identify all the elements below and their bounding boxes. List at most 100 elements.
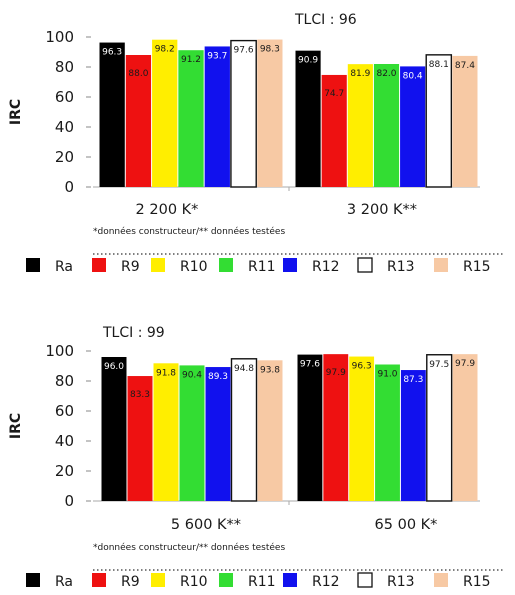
- bar-ra-0: [99, 42, 125, 187]
- data-label: 96.0: [104, 362, 124, 372]
- bar-r10-0: [153, 363, 179, 501]
- bar-r12-1: [400, 370, 426, 501]
- data-label: 91.0: [377, 370, 397, 380]
- legend-label: R13: [387, 259, 415, 275]
- data-label: 97.5: [429, 360, 449, 370]
- legend-label: R9: [121, 574, 140, 590]
- y-tick-label: 80: [55, 58, 74, 76]
- bar-r9-1: [321, 74, 347, 187]
- y-tick-label: 100: [45, 342, 74, 360]
- data-label: 88.0: [128, 69, 148, 79]
- bar-r13-1: [425, 54, 453, 188]
- y-tick-label: 0: [64, 178, 74, 196]
- data-label: 98.3: [260, 45, 280, 55]
- bars: 96.0 83.3 91.8 90.4 89.3 94.8 93.8 97.6 97.9 96.3…: [101, 354, 478, 502]
- legend-swatch-r13: [357, 257, 373, 273]
- data-label: 91.8: [156, 368, 176, 378]
- legend-swatch-r9: [92, 258, 106, 272]
- data-label: 97.6: [300, 360, 320, 370]
- y-tick-label: 20: [55, 462, 74, 480]
- legend-label: R10: [180, 574, 208, 590]
- bar-r10-0: [152, 39, 178, 188]
- data-label: 93.8: [260, 365, 280, 375]
- legend-swatch-ra: [26, 573, 40, 587]
- bar-r12-0: [205, 367, 231, 501]
- legend: Ra R9 R10 R11 R12 R13 R15: [26, 572, 491, 590]
- data-label: 90.4: [182, 370, 202, 380]
- x-tick-label: 5 600 K**: [171, 517, 241, 533]
- data-label: 81.9: [350, 69, 370, 79]
- legend: Ra R9 R10 R11 R12 R13 R15: [26, 257, 491, 275]
- data-label: 97.9: [326, 368, 346, 378]
- bar-ra-1: [297, 354, 323, 501]
- bar-r12-0: [204, 46, 230, 188]
- data-label: 87.3: [403, 375, 423, 385]
- x-tick-label: 65 00 K*: [375, 517, 438, 533]
- legend-label: R9: [121, 259, 140, 275]
- legend-swatch-r11: [219, 258, 233, 272]
- legend-swatch-r11: [219, 573, 233, 587]
- y-tick-label: 80: [55, 372, 74, 390]
- bar-r10-1: [349, 356, 375, 501]
- legend-swatch-r9: [92, 573, 106, 587]
- y-tick-label: 20: [55, 148, 74, 166]
- footnote: *données constructeur/** données testées: [93, 226, 285, 237]
- bar-r12-1: [400, 66, 426, 187]
- legend-label: R11: [248, 574, 276, 590]
- bar-r11-0: [179, 365, 205, 501]
- bar-ra-1: [295, 50, 321, 188]
- data-label: 98.2: [155, 45, 175, 55]
- footnote: *données constructeur/** données testées: [93, 542, 285, 553]
- y-tick-label: 60: [55, 88, 74, 106]
- data-label: 89.3: [208, 372, 228, 382]
- legend-label: R15: [463, 259, 491, 275]
- chart-title: TLCI : 99: [102, 325, 165, 341]
- bar-r13-1: [426, 354, 453, 502]
- bar-r9-1: [323, 354, 349, 501]
- legend-label: R15: [463, 574, 491, 590]
- data-label: 94.8: [234, 364, 254, 374]
- legend-swatch-r10: [151, 258, 165, 272]
- chart-title: TLCI : 96: [294, 12, 357, 28]
- bar-r11-0: [178, 50, 204, 188]
- y-axis-label: IRC: [8, 99, 24, 125]
- legend-swatch-r12: [283, 573, 297, 587]
- legend-swatch-r15: [434, 573, 448, 587]
- data-label: 87.4: [455, 61, 475, 71]
- legend-swatch-r12: [283, 258, 297, 272]
- legend-label: Ra: [55, 259, 73, 275]
- bar-r13-0: [230, 39, 257, 188]
- bar-r9-0: [125, 55, 152, 187]
- data-label: 88.1: [429, 60, 449, 70]
- legend-label: R13: [387, 574, 415, 590]
- x-axis: 5 600 K** 65 00 K*: [171, 517, 438, 533]
- y-axis-label: IRC: [8, 413, 24, 439]
- bar-r11-1: [375, 364, 400, 501]
- legend-label: R11: [248, 259, 276, 275]
- x-tick-label: 2 200 K*: [136, 202, 199, 218]
- y-tick-label: 40: [55, 118, 74, 136]
- y-tick-label: 60: [55, 402, 74, 420]
- data-label: 82.0: [376, 69, 396, 79]
- data-label: 97.9: [455, 359, 475, 369]
- legend-swatch-r10: [151, 573, 165, 587]
- bar-r13-0: [230, 358, 258, 502]
- y-tick-label: 0: [64, 492, 74, 510]
- data-label: 97.6: [234, 46, 254, 56]
- bar-r15-1: [452, 354, 478, 501]
- x-axis: 2 200 K* 3 200 K**: [136, 202, 418, 218]
- bar-ra-0: [101, 357, 127, 501]
- bar-r10-1: [347, 64, 373, 187]
- legend-label: R12: [312, 259, 340, 275]
- legend-swatch-r13: [357, 572, 373, 588]
- bar-r15-1: [452, 55, 478, 188]
- bar-r15-0: [257, 360, 283, 501]
- data-label: 93.7: [207, 51, 227, 61]
- legend-swatch-r15: [434, 258, 448, 272]
- bar-r15-0: [257, 39, 283, 187]
- legend-swatch-ra: [26, 258, 40, 272]
- legend-label: R10: [180, 259, 208, 275]
